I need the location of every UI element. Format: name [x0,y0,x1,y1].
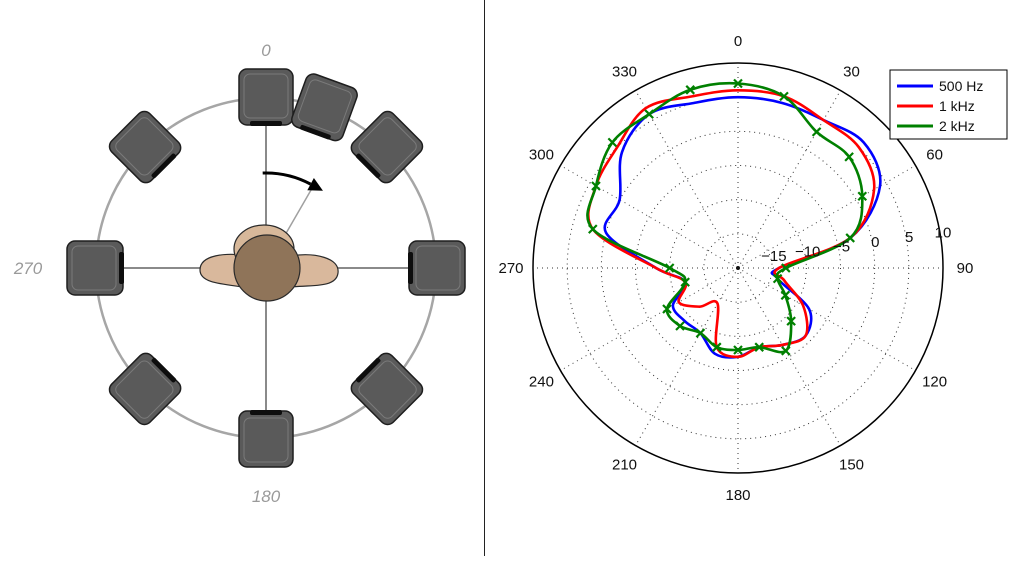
angular-gridline [737,90,841,269]
radial-tick-label: −15 [761,248,786,265]
radial-tick-label: 10 [935,224,952,241]
loudspeaker-icon-270 [66,240,124,296]
polar-outer-ring [532,62,944,474]
radial-gridline [600,130,876,406]
series-marker-2khz [607,137,618,148]
series-marker-2khz [733,78,743,89]
series-line-0 [603,95,882,359]
angle-tick-label: 300 [529,147,554,164]
angular-gridline [737,267,841,446]
angle-tick-label: 120 [922,374,947,391]
legend-label-500hz: 500 Hz [939,78,983,94]
series-marker-2khz [680,277,690,287]
series-marker-2khz [857,191,868,202]
speaker-setup-panel: 0 270 180 [0,0,484,556]
radial-tick-label: 5 [905,229,913,246]
loudspeaker-icon-90 [408,240,466,296]
loudspeaker-icon-20 [291,73,358,142]
series-marker-2khz [781,346,791,356]
loudspeaker-icon-135 [350,352,424,426]
loudspeaker-icon-180 [238,410,294,468]
series-marker-2khz [780,290,791,301]
angle-tick-label: 330 [612,63,637,80]
loudspeaker-icon-225 [108,352,182,426]
series-marker-2khz [845,233,855,243]
series-marker-2khz [754,342,765,352]
series-marker-2khz [733,345,743,355]
setup-label-0: 0 [261,41,271,60]
series-marker-2khz [591,181,601,191]
angle-tick-label: 30 [843,63,860,80]
angular-gridline [635,267,739,446]
angle-tick-label: 0 [734,33,742,50]
series-marker-2khz [675,321,685,331]
angle-tick-label: 60 [926,147,943,164]
angle-tick-label: 270 [498,260,523,277]
series-line-1 [587,89,876,359]
series-marker-2khz [711,342,722,352]
radial-tick-label: 0 [871,234,879,251]
rotation-arrowhead-icon [307,177,323,191]
listener-head [233,234,301,302]
radial-tick-label: −10 [795,243,820,260]
panel-divider [484,0,485,556]
series-marker-2khz [664,263,675,273]
series-marker-2khz [588,224,598,234]
radial-gridline [669,199,807,337]
legend-label-1khz: 1 kHz [939,98,975,114]
series-marker-2khz [695,328,706,338]
polar-plot-panel: 0 30 60 90 120 150 180 210 240 270 300 330 −15 −10 −5 0… [485,0,1024,556]
setup-label-180: 180 [252,487,281,506]
radial-gridline [635,165,841,371]
series-marker-2khz [844,152,854,162]
series-marker-2khz [644,109,654,119]
angle-tick-label: 240 [529,374,554,391]
rotation-arrow [262,171,312,186]
angular-gridline [635,90,739,269]
series-line-2 [586,81,864,354]
series-marker-2khz [779,91,789,102]
loudspeaker-icon-315 [108,110,182,184]
angular-gridline [560,165,739,269]
angle-tick-label: 180 [725,487,750,504]
loudspeaker-icon-0 [238,68,294,126]
series-marker-2khz [772,273,783,284]
angle-tick-label: 150 [839,457,864,474]
listener-head-icon [199,224,339,302]
angular-gridline [737,165,916,269]
setup-label-270: 270 [13,259,43,278]
series-marker-2khz [786,316,796,326]
angle-tick-label: 90 [957,260,974,277]
series-marker-2khz [685,85,696,95]
angle-tick-label: 210 [612,457,637,474]
speaker-setup-diagram: 0 270 180 [13,41,466,506]
angular-gridline [560,267,739,371]
radial-tick-label: −5 [833,239,850,256]
legend-label-2khz: 2 kHz [939,118,975,134]
angular-gridline [737,267,916,371]
series-marker-2khz [811,127,822,137]
legend: 500 Hz 1 kHz 2 kHz [889,69,1008,140]
loudspeaker-icon-45 [350,110,424,184]
series-marker-2khz [781,263,791,273]
polar-center-dot [736,266,740,270]
series-marker-2khz [662,304,672,314]
polar-plot: 0 30 60 90 120 150 180 210 240 270 300 330 −15 −10 −5 0… [498,33,1008,504]
